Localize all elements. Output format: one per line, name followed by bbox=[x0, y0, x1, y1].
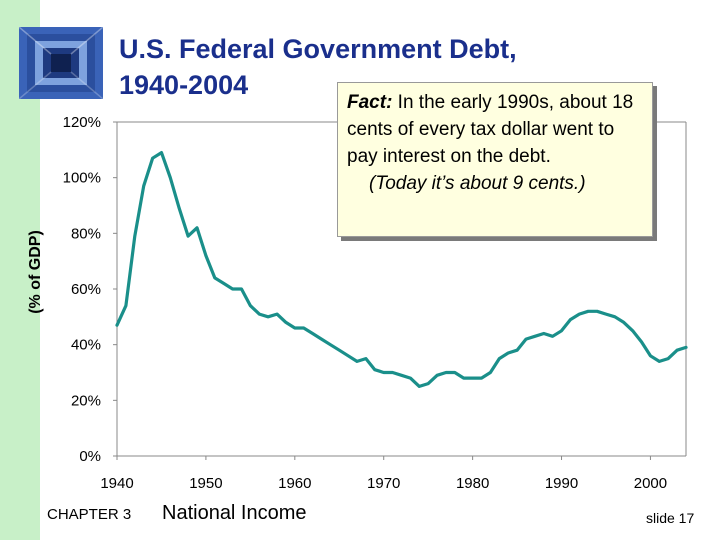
y-tick-label: 60% bbox=[71, 281, 101, 298]
blue-square-tunnel-icon bbox=[19, 27, 103, 99]
slide-number: slide 17 bbox=[646, 510, 695, 526]
slide-title-line-1: U.S. Federal Government Debt, bbox=[119, 34, 517, 64]
footer-topic: National Income bbox=[162, 502, 307, 524]
x-tick-label: 1990 bbox=[545, 475, 578, 492]
fact-callout: Fact: In the early 1990s, about 18 cents… bbox=[337, 82, 653, 237]
fact-text: In the early 1990s, about 18 cents of ev… bbox=[347, 92, 634, 167]
debt-series-line bbox=[115, 151, 688, 388]
y-axis-ticks: 0% 20% 40% 60% 80% 100% 120% bbox=[63, 114, 117, 465]
x-tick-label: 1980 bbox=[456, 475, 489, 492]
x-axis-ticks: 1940 1950 1960 1970 1980 1990 2000 bbox=[100, 456, 667, 492]
y-axis-label: (% of GDP) bbox=[27, 230, 44, 314]
x-tick-label: 2000 bbox=[634, 475, 667, 492]
fact-lead: Fact: bbox=[347, 92, 393, 113]
chart-series bbox=[115, 151, 688, 388]
footer-chapter: CHAPTER 3 bbox=[47, 506, 132, 523]
fact-note: (Today it’s about 9 cents.) bbox=[369, 173, 586, 194]
y-tick-label: 0% bbox=[79, 448, 101, 465]
y-tick-label: 100% bbox=[63, 170, 101, 187]
x-tick-label: 1970 bbox=[367, 475, 400, 492]
x-tick-label: 1960 bbox=[278, 475, 311, 492]
x-tick-label: 1940 bbox=[100, 475, 133, 492]
y-tick-label: 40% bbox=[71, 337, 101, 354]
y-tick-label: 20% bbox=[71, 392, 101, 409]
x-tick-label: 1950 bbox=[189, 475, 222, 492]
y-tick-label: 120% bbox=[63, 114, 101, 131]
y-tick-label: 80% bbox=[71, 225, 101, 242]
slide-title-line-2: 1940-2004 bbox=[119, 70, 249, 100]
